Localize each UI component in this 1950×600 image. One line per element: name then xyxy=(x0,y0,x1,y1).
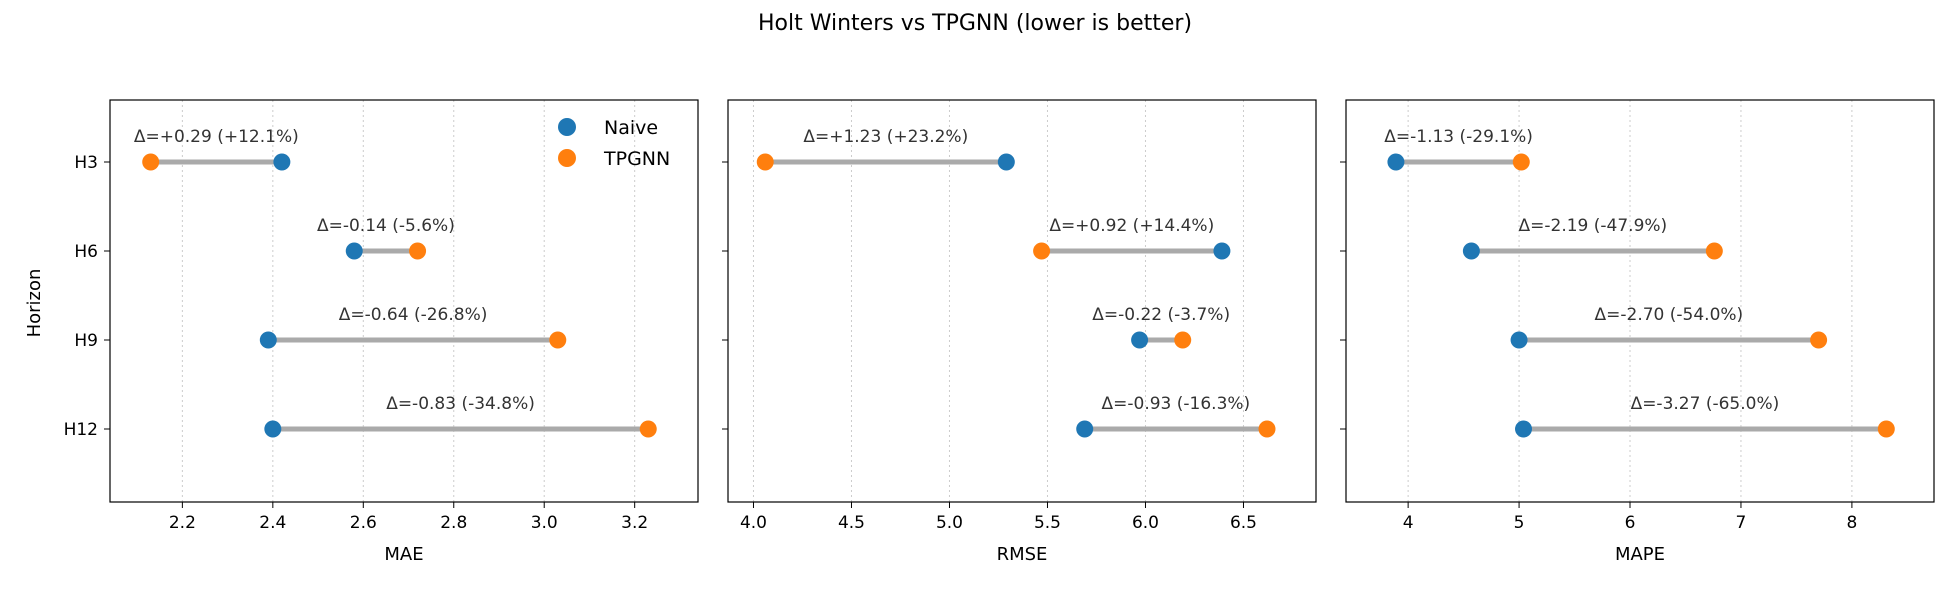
tpgnn-point xyxy=(549,331,567,349)
x-tick-label: 5.5 xyxy=(1034,513,1061,533)
naive-point xyxy=(273,153,291,171)
x-tick-label: 4 xyxy=(1403,513,1414,533)
delta-annotation: Δ=-0.64 (-26.8%) xyxy=(339,305,488,325)
tpgnn-point xyxy=(1512,153,1530,171)
naive-point xyxy=(1510,331,1528,349)
delta-annotation: Δ=-0.83 (-34.8%) xyxy=(386,394,535,414)
delta-annotation: Δ=+0.92 (+14.4%) xyxy=(1049,216,1214,236)
naive-point xyxy=(259,331,277,349)
tpgnn-point xyxy=(639,420,657,438)
legend-marker xyxy=(558,118,576,136)
delta-annotation: Δ=+0.29 (+12.1%) xyxy=(134,127,299,147)
panels-group: 2.2 2.4 2.6 2.8 3.0 3.2 H3 H6 H9 H12 Δ=+0.29 (+12.… xyxy=(64,99,1935,565)
x-tick-label: 2.2 xyxy=(169,513,196,533)
delta-annotation: Δ=-1.13 (-29.1%) xyxy=(1384,127,1533,147)
x-tick-label: 6 xyxy=(1625,513,1636,533)
legend: Naive TPGNN xyxy=(558,117,670,170)
x-tick-label: 6.0 xyxy=(1132,513,1159,533)
tpgnn-point xyxy=(409,242,427,260)
naive-point xyxy=(1213,242,1231,260)
tpgnn-point xyxy=(1810,331,1828,349)
x-tick-label: 5 xyxy=(1514,513,1525,533)
tpgnn-point xyxy=(1033,242,1051,260)
panel-mape: 4 5 6 7 8 Δ=-1.13 (-29.1%) Δ=-2.19 (-47.9%) Δ=-… xyxy=(1340,99,1935,565)
x-tick-label: 7 xyxy=(1736,513,1747,533)
panel-mae: 2.2 2.4 2.6 2.8 3.0 3.2 H3 H6 H9 H12 Δ=+0.29 (+12.… xyxy=(64,99,699,565)
x-tick-label: 5.0 xyxy=(936,513,963,533)
x-axis-label: RMSE xyxy=(997,544,1048,565)
tpgnn-point xyxy=(756,153,774,171)
delta-annotation: Δ=-2.19 (-47.9%) xyxy=(1519,216,1668,236)
legend-label: TPGNN xyxy=(603,148,670,170)
x-tick-label: 3.0 xyxy=(531,513,558,533)
naive-point xyxy=(1515,420,1533,438)
delta-annotation: Δ=+1.23 (+23.2%) xyxy=(803,127,968,147)
x-tick-label: 2.6 xyxy=(350,513,377,533)
delta-annotation: Δ=-0.93 (-16.3%) xyxy=(1102,394,1251,414)
tpgnn-point xyxy=(142,153,160,171)
y-tick-label: H6 xyxy=(74,242,98,262)
panel-rmse: 4.0 4.5 5.0 5.5 6.0 6.5 Δ=+1.23 (+23.2%) Δ=+0.9… xyxy=(722,99,1317,565)
chart-title: Holt Winters vs TPGNN (lower is better) xyxy=(758,11,1192,36)
naive-point xyxy=(1462,242,1480,260)
naive-point xyxy=(1131,331,1149,349)
naive-point xyxy=(264,420,282,438)
naive-point xyxy=(345,242,363,260)
y-tick-label: H9 xyxy=(74,331,98,351)
y-tick-label: H12 xyxy=(64,420,98,440)
delta-annotation: Δ=-2.70 (-54.0%) xyxy=(1595,305,1744,325)
legend-label: Naive xyxy=(604,117,658,139)
delta-annotation: Δ=-0.14 (-5.6%) xyxy=(317,216,455,236)
delta-annotation: Δ=-0.22 (-3.7%) xyxy=(1092,305,1230,325)
naive-point xyxy=(1076,420,1094,438)
panel-frame xyxy=(109,99,699,503)
tpgnn-point xyxy=(1258,420,1276,438)
tpgnn-point xyxy=(1877,420,1895,438)
tpgnn-point xyxy=(1705,242,1723,260)
panel-frame xyxy=(1345,99,1935,503)
x-tick-label: 2.8 xyxy=(440,513,467,533)
naive-point xyxy=(1387,153,1405,171)
naive-point xyxy=(997,153,1015,171)
x-tick-label: 6.5 xyxy=(1230,513,1257,533)
x-tick-label: 3.2 xyxy=(621,513,648,533)
x-axis-label: MAE xyxy=(384,544,423,565)
y-axis-label: Horizon xyxy=(24,269,45,338)
panel-frame xyxy=(727,99,1317,503)
delta-annotation: Δ=-3.27 (-65.0%) xyxy=(1631,394,1780,414)
x-tick-label: 4.0 xyxy=(740,513,767,533)
x-tick-label: 4.5 xyxy=(838,513,865,533)
legend-marker xyxy=(558,149,576,167)
x-axis-label: MAPE xyxy=(1615,544,1665,565)
x-tick-label: 8 xyxy=(1846,513,1857,533)
y-tick-label: H3 xyxy=(74,153,98,173)
tpgnn-point xyxy=(1174,331,1192,349)
x-tick-label: 2.4 xyxy=(259,513,286,533)
